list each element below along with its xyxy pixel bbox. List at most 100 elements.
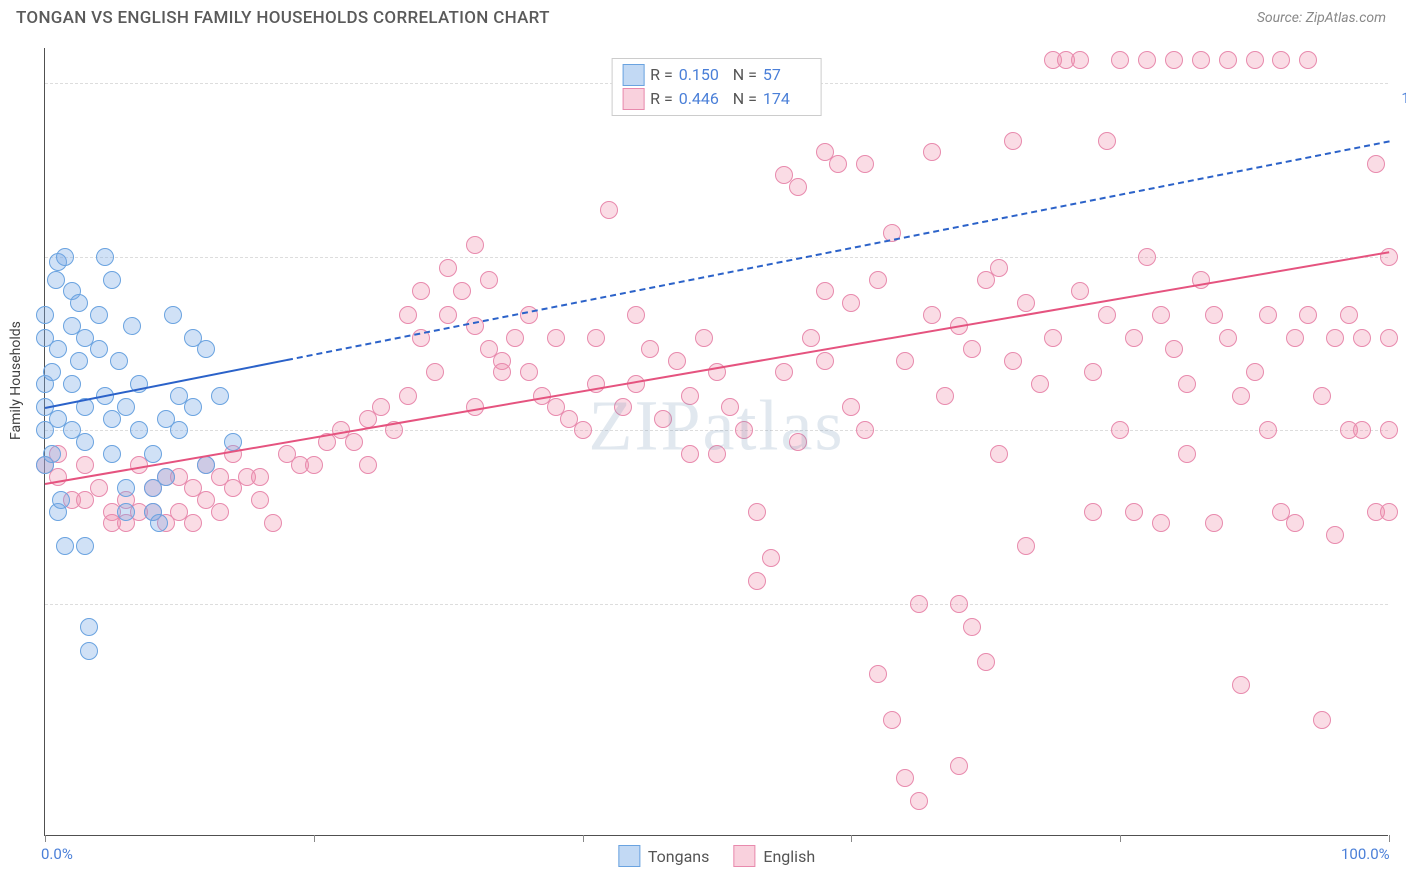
data-point <box>90 479 108 497</box>
data-point <box>1299 306 1317 324</box>
legend-swatch <box>733 845 755 867</box>
data-point <box>1246 51 1264 69</box>
legend-swatch <box>622 88 644 110</box>
data-point <box>1313 711 1331 729</box>
data-point <box>1205 306 1223 324</box>
data-point <box>695 329 713 347</box>
data-point <box>1246 363 1264 381</box>
data-point <box>896 769 914 787</box>
data-point <box>1178 375 1196 393</box>
data-point <box>110 352 128 370</box>
data-point <box>164 306 182 324</box>
data-point <box>439 259 457 277</box>
data-point <box>1272 51 1290 69</box>
data-point <box>453 282 471 300</box>
data-point <box>493 363 511 381</box>
data-point <box>910 792 928 810</box>
data-point <box>123 317 141 335</box>
xtick <box>314 835 315 842</box>
xtick <box>851 835 852 842</box>
data-point <box>1152 514 1170 532</box>
data-point <box>211 503 229 521</box>
data-point <box>816 282 834 300</box>
data-point <box>829 155 847 173</box>
legend-label: English <box>763 847 815 866</box>
data-point <box>70 352 88 370</box>
data-point <box>170 421 188 439</box>
data-point <box>748 572 766 590</box>
data-point <box>950 595 968 613</box>
data-point <box>869 271 887 289</box>
data-point <box>1017 294 1035 312</box>
data-point <box>1017 537 1035 555</box>
data-point <box>96 248 114 266</box>
data-point <box>587 329 605 347</box>
data-point <box>1111 51 1129 69</box>
data-point <box>520 306 538 324</box>
data-point <box>1286 329 1304 347</box>
data-point <box>1138 248 1156 266</box>
legend-row: R = 0.150 N = 57 <box>622 63 811 87</box>
data-point <box>43 445 61 463</box>
data-point <box>923 306 941 324</box>
data-point <box>1299 51 1317 69</box>
xtick-label: 0.0% <box>41 845 73 863</box>
data-point <box>1084 503 1102 521</box>
data-point <box>789 433 807 451</box>
data-point <box>883 711 901 729</box>
data-point <box>600 201 618 219</box>
data-point <box>574 421 592 439</box>
data-point <box>197 456 215 474</box>
data-point <box>1340 306 1358 324</box>
data-point <box>748 503 766 521</box>
data-point <box>789 178 807 196</box>
data-point <box>963 340 981 358</box>
data-point <box>1178 445 1196 463</box>
data-point <box>1353 329 1371 347</box>
xtick-label: 100.0% <box>1341 845 1390 863</box>
data-point <box>90 306 108 324</box>
data-point <box>1219 329 1237 347</box>
gridline <box>45 604 1388 605</box>
data-point <box>1326 329 1344 347</box>
data-point <box>1031 375 1049 393</box>
data-point <box>1259 306 1277 324</box>
data-point <box>681 387 699 405</box>
data-point <box>103 271 121 289</box>
data-point <box>1259 421 1277 439</box>
data-point <box>1004 352 1022 370</box>
chart-title: TONGAN VS ENGLISH FAMILY HOUSEHOLDS CORR… <box>16 8 550 28</box>
data-point <box>681 445 699 463</box>
data-point <box>345 433 363 451</box>
data-point <box>654 410 672 428</box>
data-point <box>264 514 282 532</box>
data-point <box>1125 503 1143 521</box>
data-point <box>1192 51 1210 69</box>
data-point <box>56 248 74 266</box>
data-point <box>1125 329 1143 347</box>
data-point <box>816 352 834 370</box>
data-point <box>1367 155 1385 173</box>
data-point <box>990 259 1008 277</box>
data-point <box>1152 306 1170 324</box>
data-point <box>184 398 202 416</box>
data-point <box>1380 248 1398 266</box>
data-point <box>1205 514 1223 532</box>
y-axis-label: Family Households <box>8 321 24 440</box>
data-point <box>1165 340 1183 358</box>
data-point <box>614 398 632 416</box>
data-point <box>1326 526 1344 544</box>
data-point <box>80 618 98 636</box>
data-point <box>762 549 780 567</box>
data-point <box>1232 387 1250 405</box>
data-point <box>963 618 981 636</box>
legend-swatch <box>622 64 644 86</box>
gridline <box>45 257 1388 258</box>
correlation-legend: R = 0.150 N = 57 R = 0.446 N = 174 <box>611 58 822 116</box>
data-point <box>1071 51 1089 69</box>
data-point <box>1098 306 1116 324</box>
data-point <box>144 445 162 463</box>
chart-header: TONGAN VS ENGLISH FAMILY HOUSEHOLDS CORR… <box>0 0 1406 32</box>
data-point <box>950 757 968 775</box>
data-point <box>76 433 94 451</box>
